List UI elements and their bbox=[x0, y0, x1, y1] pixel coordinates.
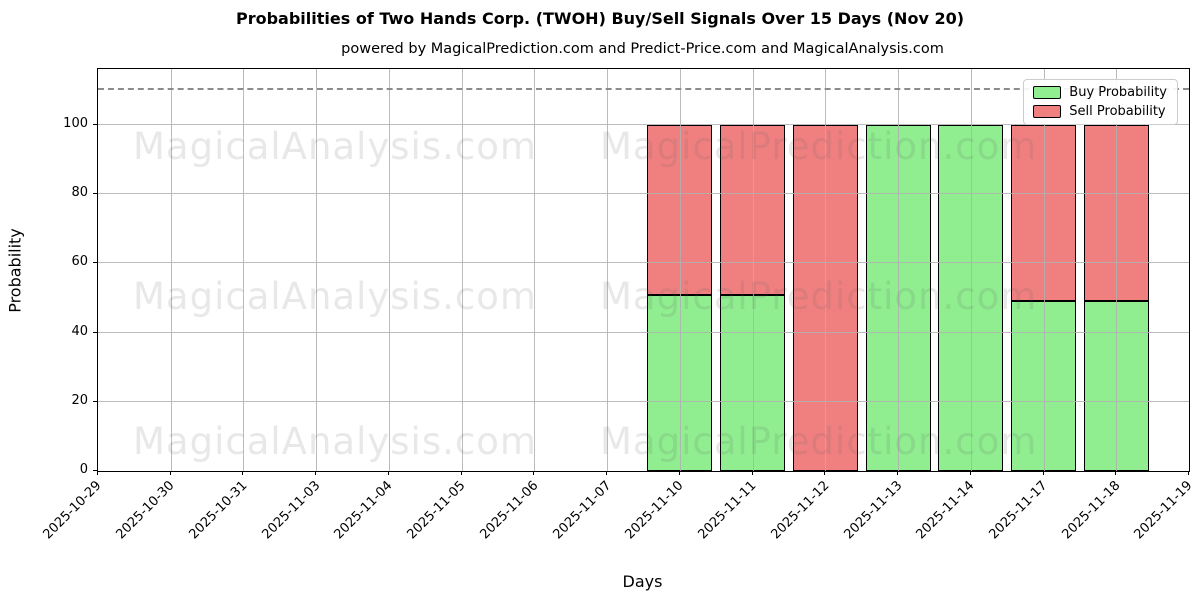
x-tick-mark bbox=[461, 471, 462, 475]
bar-segment-sell bbox=[647, 125, 713, 295]
v-gridline bbox=[971, 69, 972, 471]
x-tick-label: 2025-11-04 bbox=[331, 478, 396, 543]
plot-area: Buy Probability Sell Probability bbox=[97, 68, 1190, 472]
watermark-analysis: MagicalAnalysis.com bbox=[133, 125, 537, 168]
y-tick-mark bbox=[93, 124, 97, 125]
legend-swatch bbox=[1033, 86, 1062, 99]
x-tick-label: 2025-11-03 bbox=[259, 478, 324, 543]
y-tick-label: 100 bbox=[63, 116, 88, 131]
v-gridline bbox=[316, 69, 317, 471]
x-tick-label: 2025-11-11 bbox=[695, 478, 760, 543]
bar-segment-buy bbox=[720, 295, 786, 471]
x-tick-mark bbox=[897, 471, 898, 475]
watermark-prediction: MagicalPrediction.com bbox=[600, 125, 1038, 168]
v-gridline bbox=[680, 69, 681, 471]
x-tick-mark bbox=[170, 471, 171, 475]
x-tick-mark bbox=[824, 471, 825, 475]
x-tick-label: 2025-11-13 bbox=[840, 478, 905, 543]
watermark-prediction: MagicalPrediction.com bbox=[600, 420, 1038, 463]
v-gridline bbox=[825, 69, 826, 471]
x-tick-mark bbox=[1188, 471, 1189, 475]
y-tick-label: 60 bbox=[71, 254, 88, 269]
x-tick-label: 2025-10-31 bbox=[186, 478, 251, 543]
y-tick-label: 0 bbox=[79, 462, 88, 477]
legend-entry-label: Sell Probability bbox=[1069, 104, 1166, 119]
legend: Buy Probability Sell Probability bbox=[1023, 79, 1178, 125]
x-tick-mark bbox=[752, 471, 753, 475]
bar-segment-buy bbox=[938, 125, 1004, 471]
v-gridline bbox=[1116, 69, 1117, 471]
x-tick-label: 2025-10-29 bbox=[40, 478, 105, 543]
x-axis-label: Days bbox=[622, 572, 663, 591]
y-tick-mark bbox=[93, 470, 97, 471]
x-tick-mark bbox=[97, 471, 98, 475]
x-tick-mark bbox=[606, 471, 607, 475]
y-tick-label: 20 bbox=[71, 393, 88, 408]
watermark-analysis: MagicalAnalysis.com bbox=[133, 275, 537, 318]
h-gridline bbox=[98, 401, 1189, 402]
h-gridline bbox=[98, 332, 1189, 333]
x-tick-mark bbox=[242, 471, 243, 475]
x-tick-label: 2025-11-17 bbox=[986, 478, 1051, 543]
x-tick-label: 2025-11-05 bbox=[404, 478, 469, 543]
x-tick-label: 2025-11-14 bbox=[913, 478, 978, 543]
v-gridline bbox=[898, 69, 899, 471]
threshold-line bbox=[98, 88, 1189, 90]
x-tick-mark bbox=[679, 471, 680, 475]
y-tick-mark bbox=[93, 193, 97, 194]
x-tick-label: 2025-11-18 bbox=[1059, 478, 1124, 543]
y-tick-mark bbox=[93, 262, 97, 263]
legend-swatch bbox=[1033, 105, 1062, 118]
chart-subtitle: powered by MagicalPrediction.com and Pre… bbox=[341, 41, 944, 57]
y-tick-label: 40 bbox=[71, 324, 88, 339]
v-gridline bbox=[389, 69, 390, 471]
v-gridline bbox=[243, 69, 244, 471]
x-tick-mark bbox=[388, 471, 389, 475]
y-tick-label: 80 bbox=[71, 185, 88, 200]
x-tick-mark bbox=[315, 471, 316, 475]
x-tick-label: 2025-11-07 bbox=[550, 478, 615, 543]
h-gridline bbox=[98, 193, 1189, 194]
x-tick-label: 2025-11-06 bbox=[477, 478, 542, 543]
x-tick-label: 2025-10-30 bbox=[113, 478, 178, 543]
h-gridline bbox=[98, 262, 1189, 263]
legend-entry: Buy Probability bbox=[1033, 86, 1167, 99]
x-tick-label: 2025-11-12 bbox=[768, 478, 833, 543]
legend-entry-label: Buy Probability bbox=[1069, 85, 1167, 100]
x-tick-mark bbox=[1115, 471, 1116, 475]
x-tick-mark bbox=[970, 471, 971, 475]
v-gridline bbox=[171, 69, 172, 471]
x-tick-mark bbox=[533, 471, 534, 475]
bar-segment-buy bbox=[647, 295, 713, 471]
v-gridline bbox=[753, 69, 754, 471]
plot-canvas bbox=[98, 69, 1189, 471]
h-gridline bbox=[98, 124, 1189, 125]
watermark-prediction: MagicalPrediction.com bbox=[600, 275, 1038, 318]
legend-entry: Sell Probability bbox=[1033, 105, 1167, 118]
bar-segment-buy bbox=[1011, 301, 1077, 471]
x-tick-mark bbox=[1043, 471, 1044, 475]
v-gridline bbox=[462, 69, 463, 471]
x-tick-label: 2025-11-10 bbox=[622, 478, 687, 543]
v-gridline bbox=[534, 69, 535, 471]
watermark-analysis: MagicalAnalysis.com bbox=[133, 420, 537, 463]
x-tick-label: 2025-11-19 bbox=[1131, 478, 1196, 543]
bar-segment-sell bbox=[1011, 125, 1077, 301]
v-gridline bbox=[1044, 69, 1045, 471]
y-tick-mark bbox=[93, 332, 97, 333]
bar-segment-sell bbox=[720, 125, 786, 295]
v-gridline bbox=[607, 69, 608, 471]
y-tick-mark bbox=[93, 401, 97, 402]
y-axis-label: Probability bbox=[5, 228, 25, 313]
chart-title: Probabilities of Two Hands Corp. (TWOH) … bbox=[235, 9, 965, 28]
